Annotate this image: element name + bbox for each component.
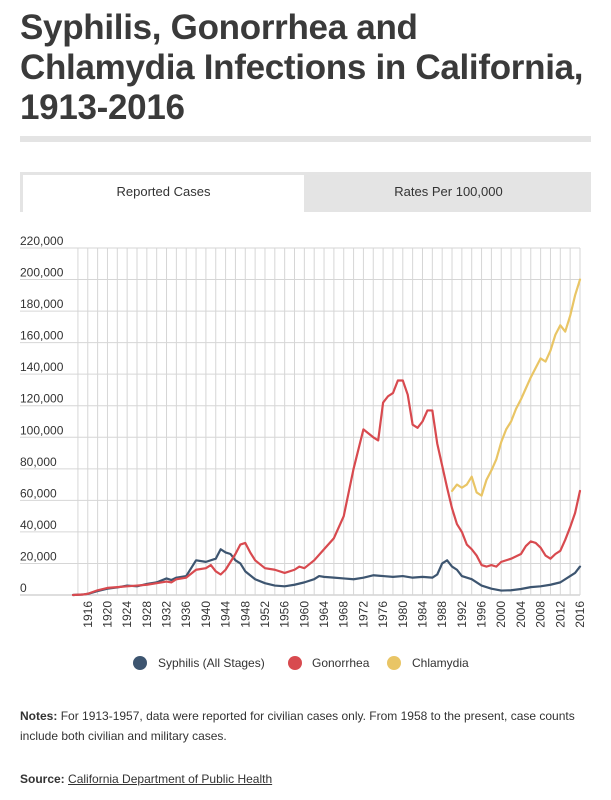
- line-chart: 0 20,000 40,000 60,000 80,000 100,000 120,000 1…: [20, 234, 587, 670]
- y-tick-label: 220,000: [20, 234, 64, 248]
- x-tick-label: 2016: [573, 601, 587, 628]
- x-tick-label: 1968: [337, 601, 351, 628]
- x-tick-label: 1948: [238, 601, 252, 628]
- x-tick-label: 1920: [100, 601, 114, 628]
- x-tick-label: 1960: [297, 601, 311, 628]
- series-line-gonorrhea: [71, 379, 582, 597]
- x-tick-label: 2000: [494, 601, 508, 628]
- tab-rates-per-100000[interactable]: Rates Per 100,000: [394, 184, 503, 199]
- chart-grid: [20, 247, 581, 596]
- legend-label: Gonorrhea: [312, 656, 370, 670]
- y-tick-label: 0: [20, 581, 27, 595]
- legend-marker: [387, 656, 401, 670]
- x-tick-label: 1940: [199, 601, 213, 628]
- x-tick-label: 1996: [475, 601, 489, 628]
- x-tick-label: 1992: [455, 601, 469, 628]
- x-tick-label: 1964: [317, 601, 331, 628]
- tab-reported-cases[interactable]: Reported Cases: [23, 175, 304, 212]
- x-tick-label: 1988: [435, 601, 449, 628]
- x-tick-label: 1916: [81, 601, 95, 628]
- chart-series: [71, 278, 582, 597]
- y-tick-label: 180,000: [20, 297, 64, 311]
- notes-text: For 1913-1957, data were reported for ci…: [20, 709, 575, 743]
- x-tick-label: 1984: [415, 601, 429, 628]
- y-tick-label: 20,000: [20, 549, 57, 563]
- x-tick-label: 1976: [376, 601, 390, 628]
- x-tick-label: 1972: [356, 601, 370, 628]
- series-line-syphilis-all-stages: [71, 548, 582, 597]
- y-tick-label: 60,000: [20, 486, 57, 500]
- page-title: Syphilis, Gonorrhea and Chlamydia Infect…: [20, 8, 584, 127]
- legend-marker: [288, 656, 302, 670]
- x-tick-label: 2008: [534, 601, 548, 628]
- x-tick-label: 2012: [553, 601, 567, 628]
- y-tick-label: 160,000: [20, 329, 64, 343]
- y-tick-label: 200,000: [20, 266, 64, 280]
- x-tick-label: 1932: [160, 601, 174, 628]
- y-tick-label: 40,000: [20, 518, 57, 532]
- chart-source: Source: California Department of Public …: [20, 772, 272, 786]
- x-tick-label: 1924: [120, 601, 134, 628]
- title-divider: [20, 136, 591, 142]
- x-tick-label: 1944: [219, 601, 233, 628]
- x-tick-label: 2004: [514, 601, 528, 628]
- y-tick-label: 80,000: [20, 455, 57, 469]
- legend-label: Chlamydia: [412, 656, 469, 670]
- legend-marker: [133, 656, 147, 670]
- tab-bar: Reported Cases Rates Per 100,000: [20, 172, 591, 212]
- y-tick-label: 120,000: [20, 392, 64, 406]
- y-tick-label: 100,000: [20, 423, 64, 437]
- series-line-chlamydia: [450, 278, 582, 497]
- chart-legend: Syphilis (All Stages) Gonorrhea Chlamydia: [133, 656, 469, 670]
- x-tick-label: 1980: [396, 601, 410, 628]
- notes-label: Notes:: [20, 709, 58, 723]
- source-label: Source:: [20, 772, 65, 786]
- x-tick-label: 1956: [278, 601, 292, 628]
- source-link[interactable]: California Department of Public Health: [68, 772, 273, 786]
- y-tick-label: 140,000: [20, 360, 64, 374]
- y-axis-ticks: 0 20,000 40,000 60,000 80,000 100,000 120,000 1…: [20, 234, 64, 595]
- chart-notes: Notes: For 1913-1957, data were reported…: [20, 706, 595, 746]
- x-tick-label: 1928: [140, 601, 154, 628]
- x-tick-label: 1952: [258, 601, 272, 628]
- x-axis-ticks: 1916 1920 1924 1928 1932 1936 1940 1944 1948 1952…: [81, 601, 587, 628]
- x-tick-label: 1936: [179, 601, 193, 628]
- legend-label: Syphilis (All Stages): [158, 656, 265, 670]
